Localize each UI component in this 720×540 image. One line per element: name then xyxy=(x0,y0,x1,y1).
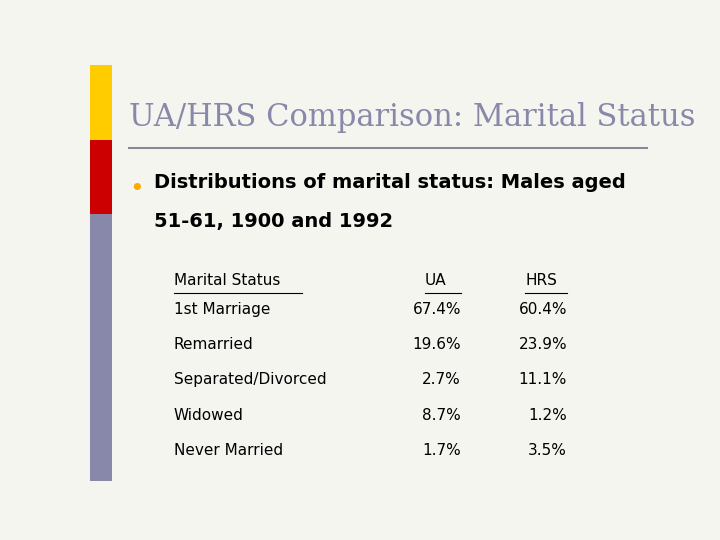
Text: 1st Marriage: 1st Marriage xyxy=(174,302,270,317)
Text: 23.9%: 23.9% xyxy=(518,337,567,352)
Text: Separated/Divorced: Separated/Divorced xyxy=(174,373,326,388)
Text: Widowed: Widowed xyxy=(174,408,243,423)
Text: 3.5%: 3.5% xyxy=(528,443,567,458)
Text: 1.2%: 1.2% xyxy=(528,408,567,423)
Text: Remarried: Remarried xyxy=(174,337,253,352)
Text: Distributions of marital status: Males aged: Distributions of marital status: Males a… xyxy=(154,173,626,192)
Text: •: • xyxy=(129,177,144,201)
Text: 67.4%: 67.4% xyxy=(413,302,461,317)
Text: 2.7%: 2.7% xyxy=(423,373,461,388)
Text: 8.7%: 8.7% xyxy=(423,408,461,423)
Text: HRS: HRS xyxy=(526,273,557,288)
Text: 60.4%: 60.4% xyxy=(518,302,567,317)
Text: 19.6%: 19.6% xyxy=(413,337,461,352)
Text: Marital Status: Marital Status xyxy=(174,273,280,288)
Bar xyxy=(90,140,112,214)
Text: 1.7%: 1.7% xyxy=(423,443,461,458)
Text: 51-61, 1900 and 1992: 51-61, 1900 and 1992 xyxy=(154,212,393,232)
Text: UA/HRS Comparison: Marital Status: UA/HRS Comparison: Marital Status xyxy=(129,102,696,133)
Text: UA: UA xyxy=(425,273,446,288)
Text: 11.1%: 11.1% xyxy=(518,373,567,388)
Bar xyxy=(90,65,112,140)
Bar xyxy=(90,214,112,481)
Text: Never Married: Never Married xyxy=(174,443,283,458)
